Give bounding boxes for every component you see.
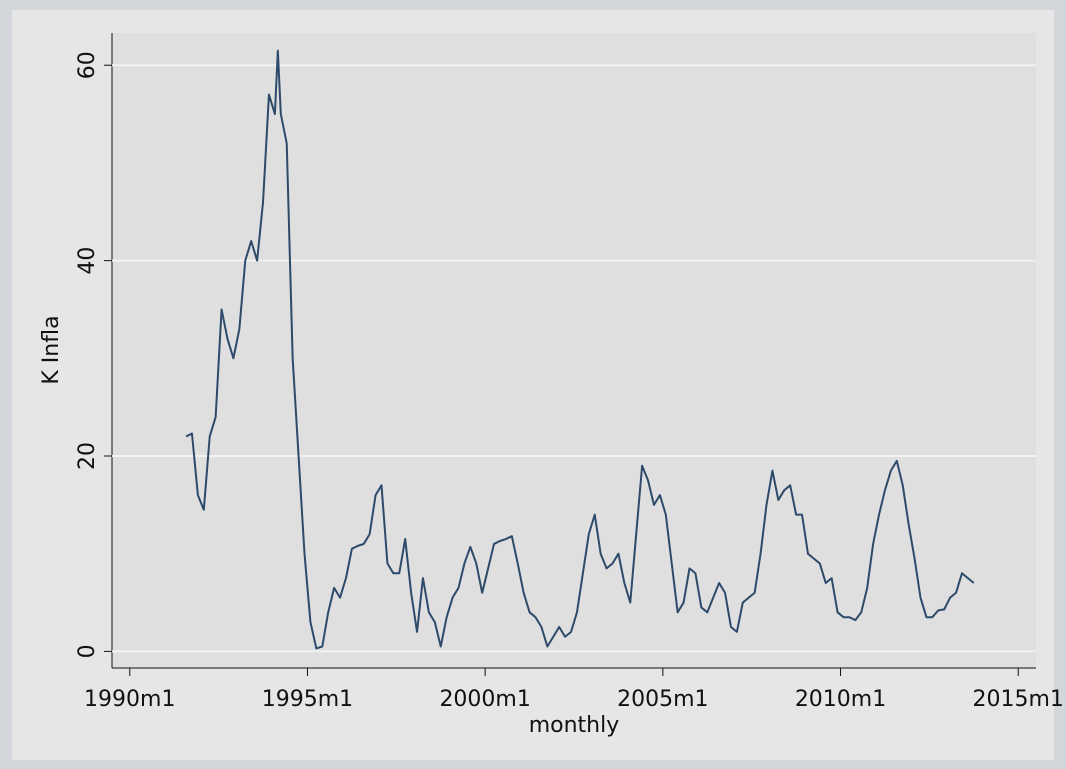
y-axis-title: K Infla (39, 315, 64, 384)
x-tick-label: 1990m1 (84, 687, 175, 712)
x-tick-label: 2010m1 (795, 687, 886, 712)
x-tick-label: 2005m1 (617, 687, 708, 712)
x-tick-label: 1995m1 (262, 687, 353, 712)
data-line (185, 49, 975, 650)
y-tick-label: 0 (75, 644, 100, 658)
y-tick-label: 40 (75, 247, 100, 275)
x-axis-title: monthly (529, 713, 620, 738)
y-tick-label: 20 (75, 442, 100, 470)
plot-area (112, 33, 1036, 668)
x-tick-label: 2015m1 (973, 687, 1064, 712)
y-tick-label: 60 (75, 51, 100, 79)
x-tick-label: 2000m1 (439, 687, 530, 712)
